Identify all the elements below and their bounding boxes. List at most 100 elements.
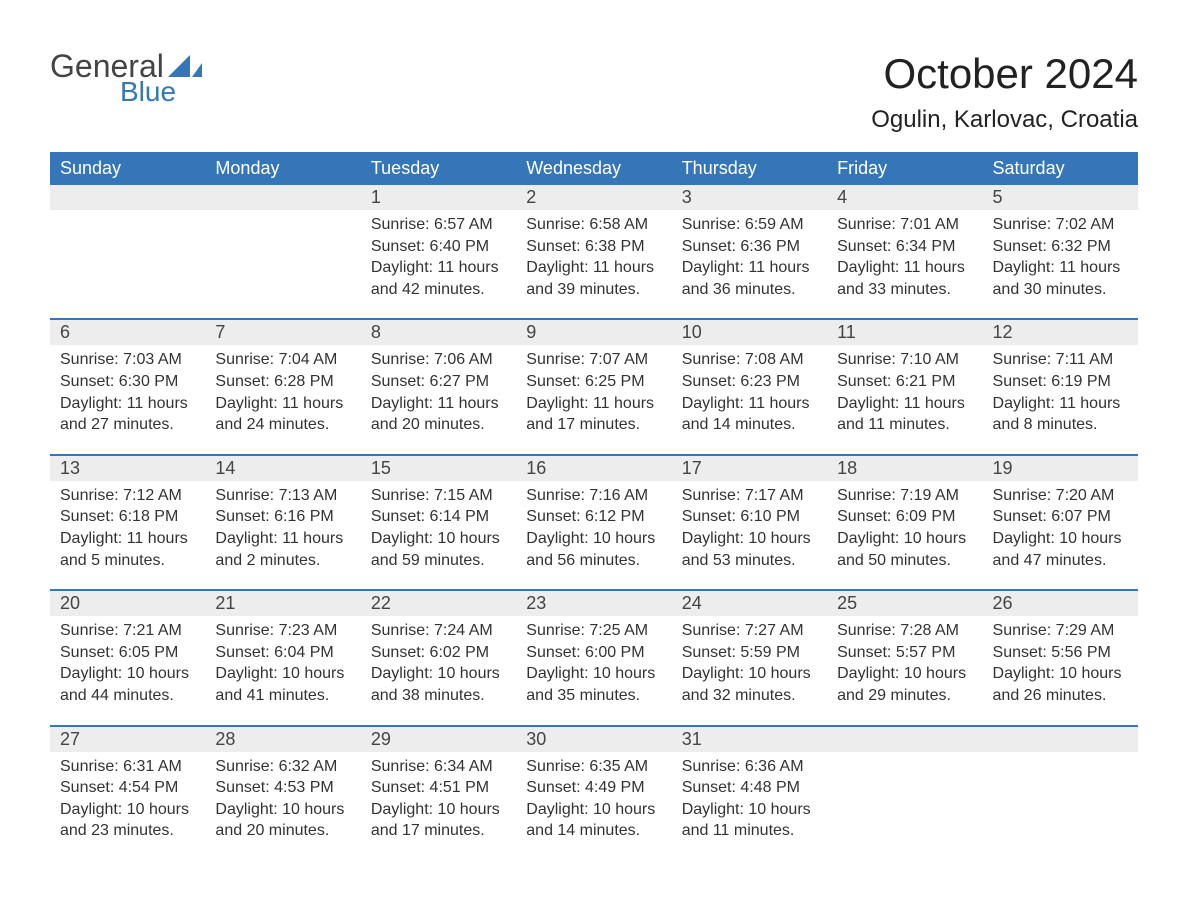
sunrise-text: Sunrise: 7:23 AM [215, 620, 350, 642]
sunset-text: Sunset: 5:56 PM [993, 642, 1128, 664]
day-number-cell: 9 [516, 319, 671, 345]
day-detail-cell: Sunrise: 7:12 AMSunset: 6:18 PMDaylight:… [50, 481, 205, 590]
sunrise-text: Sunrise: 7:20 AM [993, 485, 1128, 507]
day-detail-cell: Sunrise: 6:57 AMSunset: 6:40 PMDaylight:… [361, 210, 516, 319]
day-detail-cell: Sunrise: 7:08 AMSunset: 6:23 PMDaylight:… [672, 345, 827, 454]
sunrise-text: Sunrise: 7:24 AM [371, 620, 506, 642]
daylight-text: Daylight: 11 hours and 8 minutes. [993, 393, 1128, 436]
sunrise-text: Sunrise: 7:19 AM [837, 485, 972, 507]
daylight-text: Daylight: 11 hours and 27 minutes. [60, 393, 195, 436]
day-number-cell: 20 [50, 590, 205, 616]
sunset-text: Sunset: 6:07 PM [993, 506, 1128, 528]
daylight-text: Daylight: 10 hours and 11 minutes. [682, 799, 817, 842]
daynum-row: 12345 [50, 185, 1138, 210]
daylight-text: Daylight: 10 hours and 38 minutes. [371, 663, 506, 706]
day-number-cell: 22 [361, 590, 516, 616]
daylight-text: Daylight: 10 hours and 32 minutes. [682, 663, 817, 706]
sunrise-text: Sunrise: 7:06 AM [371, 349, 506, 371]
sunrise-text: Sunrise: 7:21 AM [60, 620, 195, 642]
sunrise-text: Sunrise: 7:25 AM [526, 620, 661, 642]
day-detail-cell: Sunrise: 6:59 AMSunset: 6:36 PMDaylight:… [672, 210, 827, 319]
daylight-text: Daylight: 10 hours and 59 minutes. [371, 528, 506, 571]
daylight-text: Daylight: 11 hours and 36 minutes. [682, 257, 817, 300]
sunset-text: Sunset: 6:21 PM [837, 371, 972, 393]
day-number-cell: 10 [672, 319, 827, 345]
daylight-text: Daylight: 11 hours and 20 minutes. [371, 393, 506, 436]
sunrise-text: Sunrise: 7:27 AM [682, 620, 817, 642]
day-detail-cell: Sunrise: 7:11 AMSunset: 6:19 PMDaylight:… [983, 345, 1138, 454]
weekday-header: Tuesday [361, 152, 516, 185]
day-detail-cell: Sunrise: 7:17 AMSunset: 6:10 PMDaylight:… [672, 481, 827, 590]
sunset-text: Sunset: 6:34 PM [837, 236, 972, 258]
day-number-cell: 11 [827, 319, 982, 345]
daylight-text: Daylight: 10 hours and 14 minutes. [526, 799, 661, 842]
weekday-header: Wednesday [516, 152, 671, 185]
day-detail-cell: Sunrise: 7:24 AMSunset: 6:02 PMDaylight:… [361, 616, 516, 725]
sunrise-text: Sunrise: 7:01 AM [837, 214, 972, 236]
sunrise-text: Sunrise: 6:58 AM [526, 214, 661, 236]
sunrise-text: Sunrise: 7:07 AM [526, 349, 661, 371]
day-detail-cell: Sunrise: 7:04 AMSunset: 6:28 PMDaylight:… [205, 345, 360, 454]
detail-row: Sunrise: 7:12 AMSunset: 6:18 PMDaylight:… [50, 481, 1138, 590]
sunrise-text: Sunrise: 6:34 AM [371, 756, 506, 778]
header-bar: General Blue October 2024 Ogulin, Karlov… [50, 50, 1138, 134]
daylight-text: Daylight: 10 hours and 17 minutes. [371, 799, 506, 842]
daylight-text: Daylight: 10 hours and 56 minutes. [526, 528, 661, 571]
day-detail-cell [205, 210, 360, 319]
daylight-text: Daylight: 10 hours and 26 minutes. [993, 663, 1128, 706]
day-number-cell: 29 [361, 726, 516, 752]
sunset-text: Sunset: 5:57 PM [837, 642, 972, 664]
sunset-text: Sunset: 4:54 PM [60, 777, 195, 799]
day-detail-cell: Sunrise: 6:35 AMSunset: 4:49 PMDaylight:… [516, 752, 671, 860]
sunset-text: Sunset: 6:28 PM [215, 371, 350, 393]
day-number-cell: 21 [205, 590, 360, 616]
day-number-cell: 26 [983, 590, 1138, 616]
day-number-cell [983, 726, 1138, 752]
day-detail-cell: Sunrise: 7:21 AMSunset: 6:05 PMDaylight:… [50, 616, 205, 725]
weekday-header: Friday [827, 152, 982, 185]
daylight-text: Daylight: 10 hours and 23 minutes. [60, 799, 195, 842]
location-text: Ogulin, Karlovac, Croatia [871, 106, 1138, 134]
day-number-cell: 27 [50, 726, 205, 752]
day-detail-cell: Sunrise: 7:28 AMSunset: 5:57 PMDaylight:… [827, 616, 982, 725]
day-number-cell: 19 [983, 455, 1138, 481]
day-detail-cell [827, 752, 982, 860]
sunrise-text: Sunrise: 7:08 AM [682, 349, 817, 371]
day-number-cell: 25 [827, 590, 982, 616]
sunrise-text: Sunrise: 7:10 AM [837, 349, 972, 371]
sunset-text: Sunset: 6:05 PM [60, 642, 195, 664]
sunrise-text: Sunrise: 7:29 AM [993, 620, 1128, 642]
weekday-header: Monday [205, 152, 360, 185]
day-number-cell: 5 [983, 185, 1138, 210]
sunrise-text: Sunrise: 6:35 AM [526, 756, 661, 778]
day-number-cell: 17 [672, 455, 827, 481]
daylight-text: Daylight: 11 hours and 5 minutes. [60, 528, 195, 571]
sunset-text: Sunset: 6:36 PM [682, 236, 817, 258]
brand-word2: Blue [120, 78, 202, 106]
daylight-text: Daylight: 10 hours and 41 minutes. [215, 663, 350, 706]
sunrise-text: Sunrise: 7:12 AM [60, 485, 195, 507]
day-detail-cell: Sunrise: 7:07 AMSunset: 6:25 PMDaylight:… [516, 345, 671, 454]
day-number-cell: 15 [361, 455, 516, 481]
day-number-cell: 24 [672, 590, 827, 616]
day-number-cell: 2 [516, 185, 671, 210]
day-number-cell [205, 185, 360, 210]
day-number-cell: 14 [205, 455, 360, 481]
day-detail-cell: Sunrise: 7:01 AMSunset: 6:34 PMDaylight:… [827, 210, 982, 319]
day-detail-cell: Sunrise: 7:16 AMSunset: 6:12 PMDaylight:… [516, 481, 671, 590]
sunrise-text: Sunrise: 7:02 AM [993, 214, 1128, 236]
daynum-row: 6789101112 [50, 319, 1138, 345]
daylight-text: Daylight: 11 hours and 11 minutes. [837, 393, 972, 436]
daynum-row: 20212223242526 [50, 590, 1138, 616]
day-detail-cell: Sunrise: 7:25 AMSunset: 6:00 PMDaylight:… [516, 616, 671, 725]
day-number-cell: 23 [516, 590, 671, 616]
daylight-text: Daylight: 10 hours and 29 minutes. [837, 663, 972, 706]
sunset-text: Sunset: 4:48 PM [682, 777, 817, 799]
sunset-text: Sunset: 6:30 PM [60, 371, 195, 393]
day-detail-cell: Sunrise: 6:32 AMSunset: 4:53 PMDaylight:… [205, 752, 360, 860]
sunset-text: Sunset: 4:51 PM [371, 777, 506, 799]
daylight-text: Daylight: 10 hours and 44 minutes. [60, 663, 195, 706]
sunset-text: Sunset: 4:53 PM [215, 777, 350, 799]
sunrise-text: Sunrise: 7:17 AM [682, 485, 817, 507]
weekday-header-row: SundayMondayTuesdayWednesdayThursdayFrid… [50, 152, 1138, 185]
